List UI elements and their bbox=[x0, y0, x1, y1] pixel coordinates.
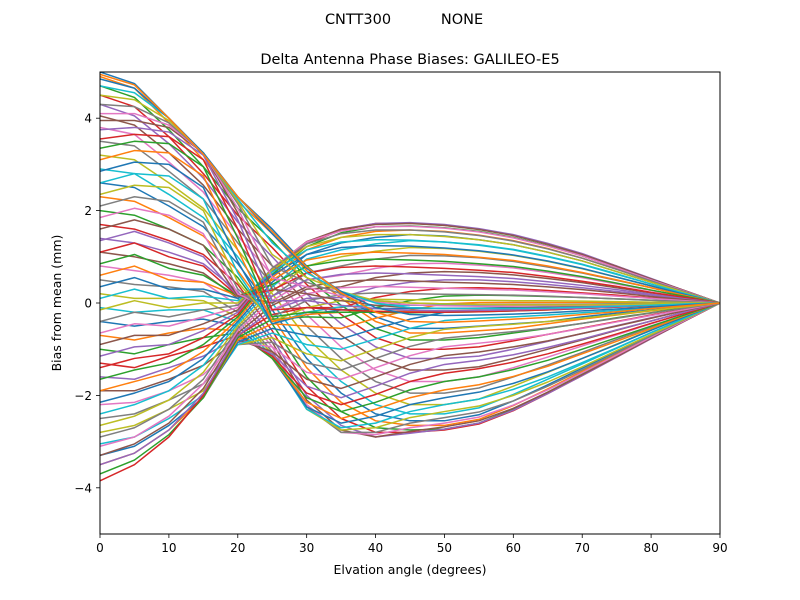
series-line bbox=[100, 184, 720, 323]
series-line bbox=[100, 244, 720, 304]
y-tick-label: 0 bbox=[84, 297, 92, 311]
chart-title: Delta Antenna Phase Biases: GALILEO-E5 bbox=[260, 52, 559, 68]
series-line bbox=[100, 302, 720, 420]
x-tick-label: 50 bbox=[437, 541, 452, 555]
series-layer bbox=[100, 72, 720, 482]
x-tick-label: 80 bbox=[643, 541, 658, 555]
series-line bbox=[100, 73, 720, 324]
series-line bbox=[100, 302, 720, 406]
series-line bbox=[100, 225, 720, 334]
x-tick-label: 90 bbox=[712, 541, 727, 555]
series-line bbox=[100, 302, 720, 399]
series-line bbox=[100, 262, 720, 447]
x-axis-label: Elvation angle (degrees) bbox=[333, 562, 486, 577]
series-line bbox=[100, 233, 720, 311]
x-tick-label: 0 bbox=[96, 541, 104, 555]
series-line bbox=[100, 253, 720, 304]
y-axis-label: Bias from mean (mm) bbox=[49, 235, 64, 372]
series-line bbox=[100, 302, 720, 424]
series-line bbox=[100, 230, 720, 304]
series-line bbox=[100, 222, 720, 346]
x-tick-label: 70 bbox=[575, 541, 590, 555]
suptitle-antenna: CNTT300 bbox=[325, 12, 391, 28]
series-line bbox=[100, 279, 720, 434]
series-line bbox=[100, 251, 720, 438]
series-line bbox=[100, 302, 720, 434]
series-line bbox=[100, 270, 720, 457]
series-line bbox=[100, 195, 720, 427]
x-axis: 0 10 20 30 40 50 60 70 80 90 bbox=[96, 534, 728, 555]
series-line bbox=[100, 251, 720, 304]
series-line bbox=[100, 78, 720, 317]
series-line bbox=[100, 238, 720, 304]
series-line bbox=[100, 182, 720, 422]
series-line bbox=[100, 207, 720, 311]
y-tick-label: 4 bbox=[84, 112, 92, 126]
x-tick-label: 60 bbox=[506, 541, 521, 555]
y-tick-label: 2 bbox=[84, 204, 92, 218]
x-tick-label: 20 bbox=[230, 541, 245, 555]
series-line bbox=[100, 229, 720, 323]
series-line bbox=[100, 219, 720, 304]
x-tick-label: 40 bbox=[368, 541, 383, 555]
series-line bbox=[100, 279, 720, 466]
suptitle-radome: NONE bbox=[441, 12, 483, 28]
series-line bbox=[100, 302, 720, 406]
y-tick-label: −2 bbox=[74, 389, 92, 403]
series-line bbox=[100, 242, 720, 304]
y-axis: −4 −2 0 2 4 bbox=[74, 112, 100, 495]
series-line bbox=[100, 293, 720, 431]
x-tick-label: 30 bbox=[299, 541, 314, 555]
series-line bbox=[100, 195, 720, 318]
y-tick-label: −4 bbox=[74, 481, 92, 495]
series-line bbox=[100, 287, 720, 482]
x-tick-label: 10 bbox=[161, 541, 176, 555]
